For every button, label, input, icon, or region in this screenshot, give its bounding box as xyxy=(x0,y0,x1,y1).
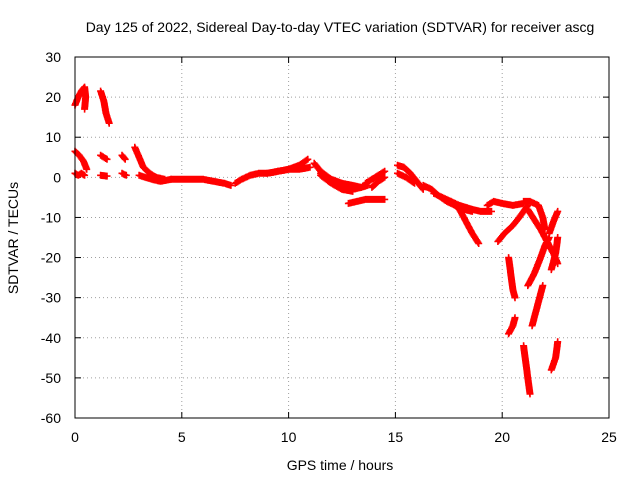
x-tick-label: 25 xyxy=(601,429,617,445)
y-tick-label: 0 xyxy=(53,169,61,185)
data-track xyxy=(344,195,389,207)
data-point-markers xyxy=(97,87,113,127)
data-track xyxy=(520,197,549,233)
data-track xyxy=(118,169,130,179)
data-track xyxy=(263,163,314,177)
data-point-markers xyxy=(447,197,495,215)
data-point-markers xyxy=(524,234,553,290)
plot-frame xyxy=(74,56,610,419)
data-point-markers xyxy=(118,151,129,163)
data-track xyxy=(430,189,483,247)
data-point-markers xyxy=(394,169,419,187)
data-point-markers xyxy=(520,342,534,398)
data-track xyxy=(547,338,562,374)
data-point-markers xyxy=(528,282,547,330)
data-point-markers xyxy=(483,197,528,209)
data-track xyxy=(71,83,90,113)
y-tick-label: -60 xyxy=(41,410,61,426)
data-track xyxy=(545,207,562,237)
data-point-markers xyxy=(344,195,389,207)
y-tick-label: 20 xyxy=(45,89,61,105)
data-point-markers xyxy=(71,83,90,113)
x-tick-label: 5 xyxy=(178,429,186,445)
data-point-markers xyxy=(167,175,235,189)
y-tick-label: -40 xyxy=(41,330,61,346)
y-tick-label: -30 xyxy=(41,290,61,306)
data-point-markers xyxy=(505,314,519,338)
data-track xyxy=(118,151,129,163)
data-track xyxy=(97,151,111,163)
data-point-markers xyxy=(71,147,91,173)
y-tick-label: -20 xyxy=(41,250,61,266)
data-track xyxy=(97,171,111,180)
x-tick-label: 10 xyxy=(281,429,297,445)
axis-ticks: 0 5 10 15 20 25 -60 -50 -40 -30 -20 -10 0 10 20 30 xyxy=(41,49,617,445)
y-tick-label: 30 xyxy=(45,49,61,65)
data-track xyxy=(547,234,562,274)
data-point-markers xyxy=(430,189,483,247)
data-track xyxy=(368,173,389,191)
y-tick-label: -50 xyxy=(41,370,61,386)
x-tick-label: 0 xyxy=(71,429,79,445)
data-point-markers xyxy=(520,197,549,233)
data-point-markers xyxy=(362,167,389,187)
data-track xyxy=(317,171,357,195)
chart-title: Day 125 of 2022, Sidereal Day-to-day VTE… xyxy=(86,19,595,35)
data-track xyxy=(524,234,553,290)
data-track xyxy=(394,169,419,187)
data-point-markers xyxy=(368,173,389,191)
y-tick-label: -10 xyxy=(41,209,61,225)
y-tick-label: 10 xyxy=(45,129,61,145)
data-track xyxy=(483,197,528,209)
data-point-markers xyxy=(118,169,130,179)
data-track xyxy=(505,314,519,338)
data-track xyxy=(97,87,113,127)
x-tick-label: 20 xyxy=(494,429,510,445)
data-track xyxy=(167,175,235,189)
data-point-markers xyxy=(505,254,519,302)
data-point-markers xyxy=(547,234,562,274)
x-axis-label: GPS time / hours xyxy=(287,457,394,473)
data-track xyxy=(447,197,495,215)
data-track xyxy=(362,167,389,187)
data-point-markers xyxy=(545,207,562,237)
data-series xyxy=(71,83,562,398)
data-track xyxy=(71,147,91,173)
x-tick-label: 15 xyxy=(388,429,404,445)
data-point-markers xyxy=(317,171,357,195)
data-track xyxy=(528,282,547,330)
data-track xyxy=(520,342,534,398)
grid-lines xyxy=(75,57,609,418)
data-point-markers xyxy=(97,151,111,163)
y-axis-label: SDTVAR / TECUs xyxy=(5,182,21,294)
data-point-markers xyxy=(547,338,562,374)
data-point-markers xyxy=(263,163,314,177)
data-point-markers xyxy=(97,171,111,180)
data-track xyxy=(505,254,519,302)
